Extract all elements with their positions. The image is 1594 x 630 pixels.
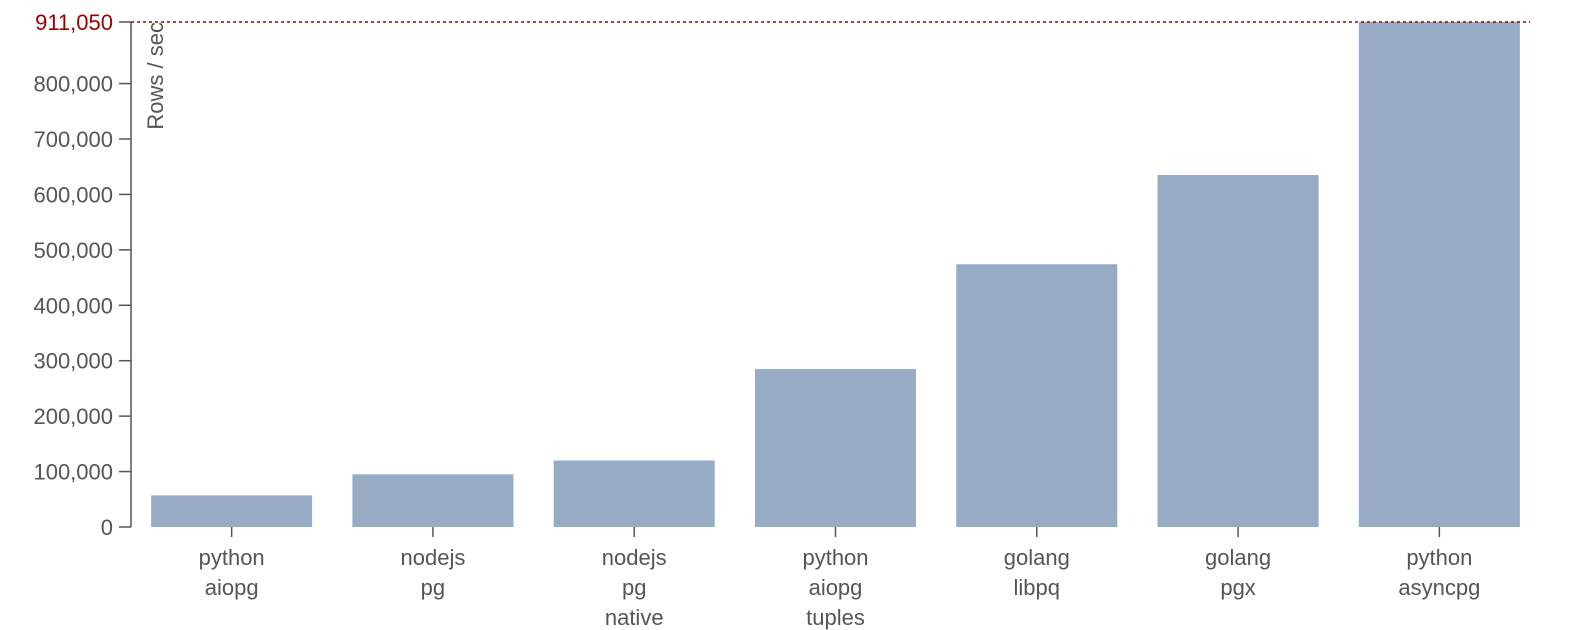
y-tick-label: 0: [101, 515, 113, 540]
x-tick-label: golang libpq: [1004, 545, 1070, 600]
x-tick-label: python aiopg tuples: [802, 545, 868, 630]
y-axis-label: Rows / sec: [143, 22, 168, 130]
bar: [1157, 175, 1319, 527]
x-tick-label: golang pgx: [1205, 545, 1271, 600]
y-tick-label: 100,000: [33, 460, 113, 485]
y-tick-label: 400,000: [33, 293, 113, 318]
y-tick-label: 600,000: [33, 182, 113, 207]
x-tick-label: python aiopg: [199, 545, 265, 600]
x-tick-label: nodejs pg: [401, 545, 466, 600]
bar: [352, 474, 514, 527]
y-tick-label: 200,000: [33, 404, 113, 429]
bar: [151, 495, 313, 527]
bar: [754, 369, 917, 527]
y-tick-label: 700,000: [33, 127, 113, 152]
bar: [1358, 22, 1520, 527]
bar: [956, 264, 1118, 527]
x-tick-label: python asyncpg: [1398, 545, 1480, 600]
x-tick-label: nodejs pg native: [602, 545, 667, 630]
bar: [553, 460, 715, 527]
max-value-marker: 911,050: [35, 10, 1530, 35]
y-axis: 0 100,000 200,000 300,000 400,000 500,000 600,…: [33, 21, 132, 540]
x-axis: python aiopg nodejs pg nodejs pg native python a…: [199, 527, 1480, 630]
max-value-label: 911,050: [35, 10, 113, 35]
y-tick-label: 300,000: [33, 349, 113, 374]
y-tick-label: 800,000: [33, 72, 113, 97]
y-tick-label: 500,000: [33, 238, 113, 263]
bars: [151, 22, 1520, 527]
